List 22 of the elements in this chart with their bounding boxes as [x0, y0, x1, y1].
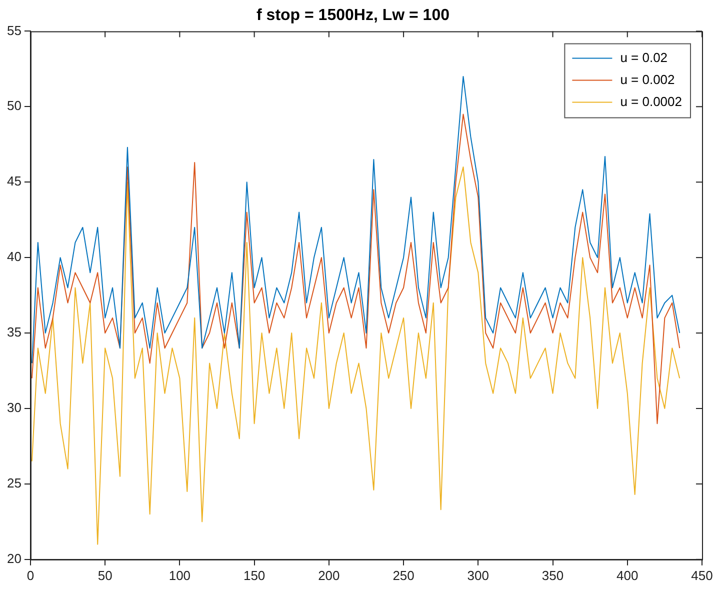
y-tick-label: 50 — [6, 98, 22, 114]
x-tick-label: 400 — [616, 568, 638, 583]
y-tick-label: 20 — [6, 550, 22, 566]
y-tick-label: 55 — [6, 22, 22, 38]
x-tick-label: 100 — [168, 568, 191, 583]
y-tick-label: 30 — [6, 400, 22, 416]
y-tick-label: 35 — [6, 324, 22, 340]
x-tick-label: 450 — [691, 568, 713, 583]
chart-title: f stop = 1500Hz, Lw = 100 — [256, 7, 450, 24]
x-tick-label: 350 — [542, 568, 564, 583]
x-tick-label: 50 — [98, 568, 112, 583]
x-tick-label: 150 — [243, 568, 266, 583]
x-tick-label: 200 — [318, 568, 340, 583]
x-tick-label: 300 — [467, 568, 490, 583]
x-tick-label: 0 — [26, 568, 34, 583]
legend-label: u = 0.02 — [620, 50, 668, 65]
y-tick-label: 40 — [6, 249, 22, 264]
legend-label: u = 0.0002 — [620, 94, 682, 109]
y-tick-label: 45 — [6, 174, 22, 189]
legend-label: u = 0.002 — [620, 72, 675, 87]
x-tick-label: 250 — [392, 568, 414, 583]
y-tick-label: 25 — [6, 476, 22, 491]
